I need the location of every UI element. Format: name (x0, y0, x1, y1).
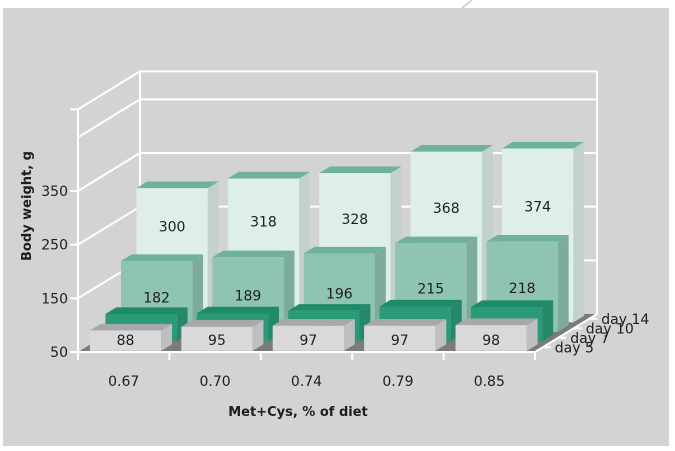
x-tick-label: 0.70 (200, 374, 231, 390)
bar-top-face (303, 246, 386, 254)
x-tick-label: 0.74 (291, 374, 322, 390)
data-label: 98 (482, 333, 500, 349)
data-label: 95 (208, 333, 226, 349)
data-label: 97 (391, 333, 409, 349)
data-label: 368 (433, 201, 460, 217)
data-label: 218 (509, 281, 536, 297)
data-label: 300 (159, 219, 186, 235)
y-tick-label: 350 (41, 184, 68, 200)
bar-top-face (89, 323, 173, 331)
bar: 88 (89, 323, 173, 351)
y-tick-label: 50 (50, 345, 68, 361)
bar-top-face (212, 250, 295, 258)
x-tick-label: 0.85 (474, 374, 505, 390)
data-label: 215 (417, 282, 444, 298)
bar-side-face (252, 320, 264, 351)
bar-side-face (344, 318, 355, 351)
x-tick-label: 0.67 (108, 374, 139, 390)
bar-side-face (526, 318, 538, 351)
corner-decoration-line (461, 0, 473, 9)
bar-front-face (364, 325, 436, 351)
bar-front-face (455, 325, 527, 351)
bar-top-face (455, 318, 538, 326)
side-wall-gridline (77, 152, 141, 192)
y-axis-title: Body weight, g (20, 151, 35, 261)
bar-front-face (89, 330, 162, 351)
bar-top-face (136, 181, 219, 189)
bar: 97 (364, 318, 447, 351)
x-tick-label: 0.79 (382, 374, 413, 390)
bar-top-face (471, 300, 554, 308)
bar-top-face (196, 306, 279, 314)
depth-axis-line (534, 313, 598, 353)
bar-side-face (161, 323, 173, 351)
bar-top-face (395, 236, 478, 244)
data-label: 196 (326, 287, 353, 303)
bars: 3003183283683741821891962152181011021071… (89, 141, 585, 351)
bar-top-face (105, 307, 188, 314)
legend-series-label: day 10 (586, 321, 634, 337)
bar-top-face (272, 318, 355, 326)
bar-front-face (272, 325, 345, 351)
side-wall-top-edge (77, 70, 141, 111)
bar-top-face (288, 304, 371, 311)
bar-top-face (486, 235, 569, 242)
data-label: 318 (250, 214, 277, 230)
legend-series-label: day 7 (570, 331, 609, 347)
bar-front-face (181, 326, 253, 351)
bar-top-face (181, 320, 264, 327)
data-label: 97 (299, 333, 317, 349)
legend-series-label: day 5 (555, 340, 594, 356)
data-label: 182 (143, 290, 170, 306)
data-label: 328 (341, 212, 368, 228)
bar-top-face (364, 318, 447, 326)
y-tick-label: 150 (41, 291, 68, 307)
y-tick-label: 250 (41, 238, 68, 254)
side-wall-gridline (77, 98, 141, 139)
bar: 97 (272, 318, 355, 351)
bar-side-face (542, 300, 554, 342)
legend-series-label: day 14 (601, 312, 649, 328)
side-wall-gridline (77, 205, 141, 246)
bar-top-face (227, 171, 310, 179)
bar-top-face (379, 299, 462, 307)
bar-top-face (319, 166, 402, 174)
x-axis-title: Met+Cys, % of diet (228, 405, 368, 420)
data-label: 189 (235, 289, 262, 305)
bar-top-face (502, 141, 585, 149)
bar-side-face (573, 141, 585, 323)
bar-side-face (435, 318, 447, 351)
data-label: 374 (524, 199, 551, 215)
bar-top-face (410, 145, 493, 152)
bar-top-face (120, 254, 204, 262)
data-label: 88 (117, 333, 135, 349)
bar-side-face (557, 235, 569, 332)
bar: 98 (455, 318, 538, 351)
bar: 95 (181, 320, 264, 351)
